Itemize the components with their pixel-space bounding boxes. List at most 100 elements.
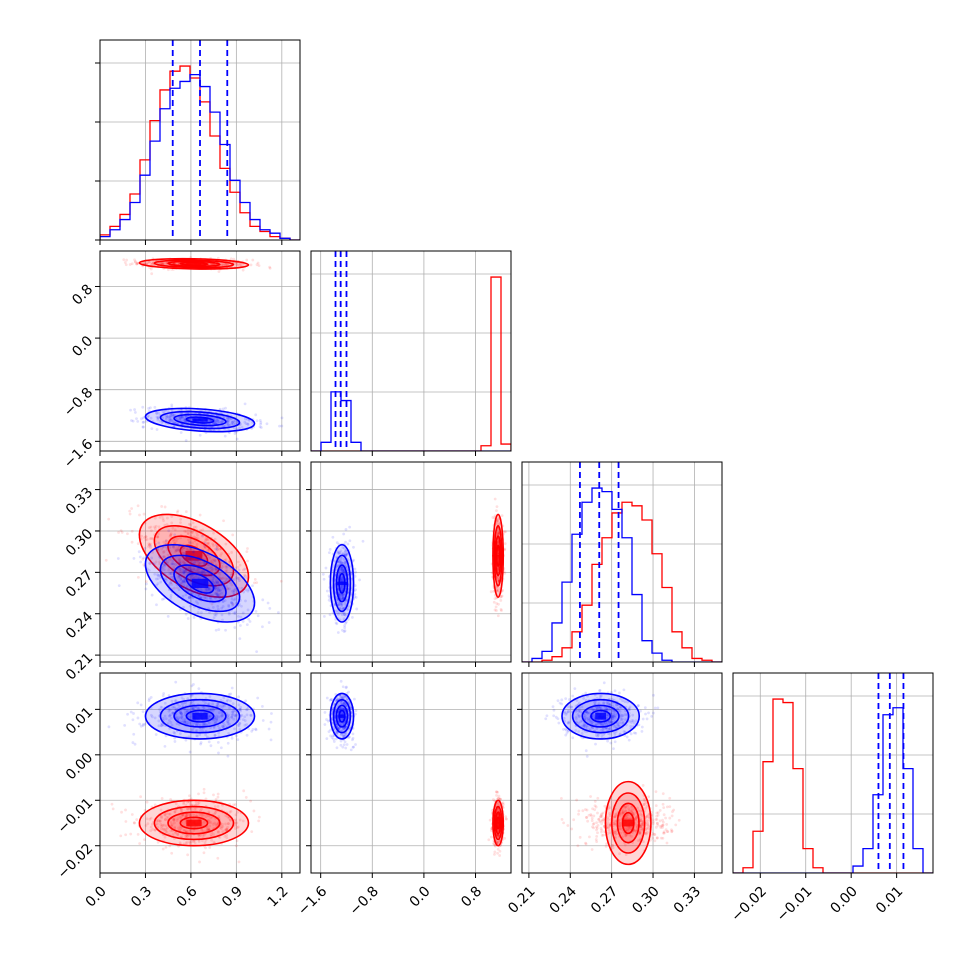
scatter-point xyxy=(225,422,228,426)
scatter-point xyxy=(168,534,172,538)
scatter-point xyxy=(342,707,346,711)
scatter-point xyxy=(214,568,218,572)
scatter-point xyxy=(586,819,590,823)
scatter-point xyxy=(496,541,500,545)
scatter-point xyxy=(178,560,182,564)
scatter-point xyxy=(339,739,343,743)
scatter-point xyxy=(215,567,218,571)
scatter-point xyxy=(216,702,220,706)
scatter-point xyxy=(175,510,179,514)
scatter-point xyxy=(217,583,221,587)
scatter-point xyxy=(186,589,190,593)
scatter-point xyxy=(493,497,497,501)
scatter-point xyxy=(261,719,265,722)
scatter-point xyxy=(218,592,222,596)
scatter-point xyxy=(209,821,213,825)
scatter-point xyxy=(145,537,149,541)
scatter-point xyxy=(182,571,185,575)
scatter-point xyxy=(581,809,585,813)
scatter-point xyxy=(499,797,502,801)
scatter-point xyxy=(169,821,173,824)
scatter-point xyxy=(175,819,179,822)
panel-frame-3-0 xyxy=(99,672,301,874)
scatter-point xyxy=(178,557,181,561)
scatter-point xyxy=(163,563,167,566)
scatter-point xyxy=(335,746,339,750)
scatter-point xyxy=(147,414,150,418)
scatter-point xyxy=(496,808,500,811)
scatter-point xyxy=(160,827,163,831)
scatter-point xyxy=(169,557,173,561)
scatter-point xyxy=(147,542,151,546)
scatter-point xyxy=(226,815,230,819)
scatter-point xyxy=(232,592,236,596)
scatter-point xyxy=(204,537,208,541)
scatter-point xyxy=(342,630,346,633)
panel-frame-2-0 xyxy=(99,461,301,663)
scatter-point xyxy=(258,418,262,422)
scatter-point xyxy=(179,536,182,540)
scatter-point xyxy=(187,595,191,599)
scatter-point xyxy=(202,851,206,855)
scatter-point xyxy=(154,560,158,564)
scatter-point xyxy=(191,550,195,554)
scatter-point xyxy=(215,718,219,722)
scatter-point xyxy=(169,797,172,801)
scatter-point xyxy=(496,528,500,532)
scatter-point xyxy=(165,811,169,815)
scatter-point xyxy=(233,709,237,713)
scatter-point xyxy=(218,589,222,593)
scatter-point xyxy=(220,564,224,568)
scatter-point xyxy=(170,515,174,518)
scatter-point xyxy=(184,803,188,807)
scatter-point xyxy=(210,565,214,568)
scatter-point xyxy=(340,568,344,572)
scatter-point xyxy=(155,603,158,607)
scatter-point xyxy=(182,605,185,609)
scatter-point xyxy=(176,702,180,706)
scatter-point xyxy=(336,551,340,555)
scatter-point xyxy=(236,565,240,569)
scatter-point xyxy=(156,416,160,420)
scatter-point xyxy=(188,721,192,725)
scatter-point xyxy=(232,426,236,430)
scatter-point xyxy=(503,836,507,840)
scatter-point xyxy=(343,740,347,744)
scatter-point xyxy=(244,588,248,592)
scatter-point xyxy=(496,833,500,837)
scatter-point xyxy=(496,841,500,845)
scatter-point xyxy=(156,535,160,539)
scatter-point xyxy=(191,592,194,596)
scatter-point xyxy=(182,701,186,705)
scatter-point xyxy=(186,807,190,811)
scatter-point xyxy=(192,548,196,552)
scatter-point xyxy=(223,704,226,708)
scatter-point xyxy=(234,610,237,614)
scatter-point xyxy=(219,554,222,557)
scatter-point xyxy=(197,834,201,838)
scatter-point xyxy=(164,828,168,831)
scatter-point xyxy=(342,734,346,738)
scatter-point xyxy=(216,702,219,706)
scatter-point xyxy=(231,710,235,713)
scatter-point xyxy=(280,416,284,420)
scatter-point xyxy=(138,555,142,559)
scatter-point xyxy=(217,583,221,587)
scatter-point xyxy=(131,419,135,423)
scatter-point xyxy=(184,841,188,845)
scatter-point xyxy=(654,790,658,794)
scatter-point xyxy=(178,561,182,565)
scatter-point xyxy=(194,721,198,725)
scatter-point xyxy=(492,600,496,604)
scatter-point xyxy=(206,541,209,545)
density-peak-blue-2-1 xyxy=(336,581,348,586)
scatter-point xyxy=(207,828,211,832)
scatter-point xyxy=(239,707,243,711)
scatter-point xyxy=(167,812,171,816)
scatter-point xyxy=(176,421,180,425)
scatter-point xyxy=(238,262,242,266)
scatter-point xyxy=(171,419,175,423)
scatter-point xyxy=(339,596,343,600)
scatter-point xyxy=(243,573,246,577)
scatter-point xyxy=(342,570,346,574)
